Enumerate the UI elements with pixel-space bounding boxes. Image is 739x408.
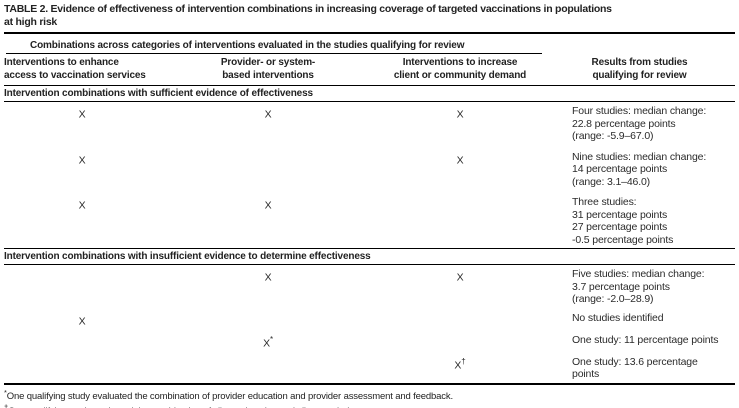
results-cell: Four studies: median change: 22.8 percen…: [572, 105, 707, 142]
mark-provider: X: [264, 271, 272, 284]
table-row: X X Five studies: median change: 3.7 per…: [4, 268, 735, 306]
results-cell: Three studies: 31 percentage points 27 p…: [572, 196, 674, 246]
column-header-access: Interventions to enhance access to vacci…: [4, 57, 146, 81]
section-rule: [4, 101, 735, 102]
section-rule: [4, 248, 735, 249]
spanner-underline: [6, 53, 542, 54]
results-cell: One study: 11 percentage points: [572, 333, 719, 346]
dagger-symbol: †: [4, 402, 9, 408]
section-header-sufficient: Intervention combinations with sufficien…: [4, 88, 313, 99]
table-row: X No studies identified: [4, 312, 735, 328]
table-row: X† One study: 13.6 percentage points: [4, 356, 735, 381]
mark-provider: X: [264, 199, 272, 212]
mark-demand: X: [456, 271, 464, 284]
mark-demand: X: [456, 108, 464, 121]
mark-demand: X: [456, 154, 464, 166]
mark-access: X: [78, 108, 86, 121]
footnote-asterisk: *One qualifying study evaluated the comb…: [4, 387, 453, 402]
mark-access: X: [78, 199, 86, 212]
section-rule: [4, 264, 735, 265]
asterisk-symbol: *: [4, 387, 7, 397]
table-row: X* One study: 11 percentage points: [4, 334, 735, 350]
mark-provider: X*: [263, 334, 273, 350]
section-insufficient-rows: X X Five studies: median change: 3.7 per…: [4, 265, 735, 383]
results-cell: Five studies: median change: 3.7 percent…: [572, 268, 705, 305]
table-row: X X Three studies: 31 percentage points …: [4, 196, 735, 246]
mark-access: X: [78, 315, 86, 327]
table-row: X X X Four studies: median change: 22.8 …: [4, 105, 735, 143]
column-header-results: Results from studies qualifying for revi…: [591, 57, 688, 81]
title-rule: [4, 32, 735, 34]
mark-demand: X†: [454, 356, 466, 372]
column-header-provider: Provider- or system- based interventions: [220, 57, 316, 81]
table-row: X X Nine studies: median change: 14 perc…: [4, 151, 735, 189]
mark-access: X: [78, 154, 86, 166]
column-headers: Interventions to enhance access to vacci…: [4, 57, 735, 85]
column-header-demand: Interventions to increase client or comm…: [393, 57, 527, 81]
section-header-insufficient: Intervention combinations with insuffici…: [4, 251, 371, 262]
results-cell: Nine studies: median change: 14 percenta…: [572, 150, 707, 188]
results-cell: No studies identified: [572, 311, 664, 324]
section-sufficient-rows: X X X Four studies: median change: 22.8 …: [4, 102, 735, 248]
footnote-rule: [4, 382, 735, 385]
header-rule: [4, 85, 735, 86]
results-cell: One study: 13.6 percentage points: [572, 355, 698, 381]
spanner-header: Combinations across categories of interv…: [30, 40, 465, 51]
mark-provider: X: [264, 108, 272, 121]
footnote-dagger: †One qualifying study evaluated the comb…: [4, 402, 735, 408]
table-title: TABLE 2. Evidence of effectiveness of in…: [4, 3, 612, 28]
footnotes: *One qualifying study evaluated the comb…: [4, 387, 735, 408]
